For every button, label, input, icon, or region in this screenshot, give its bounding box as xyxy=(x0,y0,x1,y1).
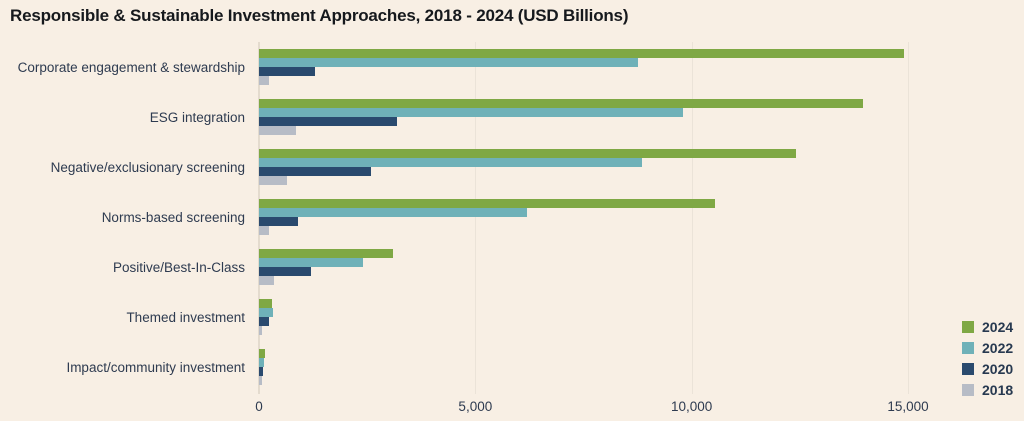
bar-2024 xyxy=(259,99,863,108)
legend-item-2018: 2018 xyxy=(962,379,1013,400)
x-axis-tick-label: 0 xyxy=(255,399,263,414)
bar-2020 xyxy=(259,317,270,326)
category-label: ESG integration xyxy=(149,109,245,125)
plot-area xyxy=(258,42,959,394)
bar-2024 xyxy=(259,199,716,208)
bar-2022 xyxy=(259,208,528,217)
x-axis-tick-labels: 0 5,000 10,000 15,000 xyxy=(255,399,959,417)
bar-2020 xyxy=(259,67,316,76)
legend-item-2022: 2022 xyxy=(962,337,1013,358)
bar-2020 xyxy=(259,217,298,226)
bar-2018 xyxy=(259,276,275,285)
category-label: Impact/community investment xyxy=(66,359,245,375)
bar-2020 xyxy=(259,367,264,376)
bar-2024 xyxy=(259,349,265,358)
gridline xyxy=(475,42,477,394)
legend-label: 2020 xyxy=(982,360,1014,377)
bar-2018 xyxy=(259,376,263,385)
category-label: Positive/Best-In-Class xyxy=(112,259,245,275)
bar-2024 xyxy=(259,49,904,58)
bar-2022 xyxy=(259,308,273,317)
bar-2018 xyxy=(259,226,270,235)
legend: 2024 2022 2020 2018 xyxy=(962,316,1013,400)
bar-2022 xyxy=(259,258,363,267)
legend-swatch-icon xyxy=(962,383,974,396)
bar-2024 xyxy=(259,249,394,258)
bar-2020 xyxy=(259,267,311,276)
bar-2018 xyxy=(259,326,262,335)
bar-2020 xyxy=(259,117,398,126)
x-axis-tick-label: 5,000 xyxy=(458,399,493,414)
bar-2022 xyxy=(259,108,683,117)
y-axis-category-labels: Corporate engagement & stewardship ESG in… xyxy=(0,42,245,392)
bar-2018 xyxy=(259,176,288,185)
bar-2018 xyxy=(259,76,269,85)
gridline xyxy=(908,42,909,394)
legend-swatch-icon xyxy=(962,341,974,354)
legend-swatch-icon xyxy=(962,362,974,375)
category-label: Corporate engagement & stewardship xyxy=(17,59,245,75)
legend-label: 2022 xyxy=(982,339,1014,356)
legend-swatch-icon xyxy=(962,320,974,333)
bar-2022 xyxy=(259,358,264,367)
legend-label: 2018 xyxy=(982,381,1014,398)
bar-2024 xyxy=(259,299,272,308)
bar-2022 xyxy=(259,58,638,67)
category-label: Themed investment xyxy=(126,309,245,325)
category-label: Norms-based screening xyxy=(101,209,245,225)
legend-label: 2024 xyxy=(982,318,1014,335)
chart-title: Responsible & Sustainable Investment App… xyxy=(10,6,629,25)
bar-2020 xyxy=(259,167,372,176)
x-axis-tick-label: 15,000 xyxy=(887,399,929,414)
x-axis-tick-label: 10,000 xyxy=(671,399,713,414)
gridline xyxy=(691,42,693,394)
bar-2024 xyxy=(259,149,796,158)
bar-2022 xyxy=(259,158,642,167)
legend-item-2020: 2020 xyxy=(962,358,1013,379)
bar-2018 xyxy=(259,126,296,135)
category-label: Negative/exclusionary screening xyxy=(50,159,245,175)
legend-item-2024: 2024 xyxy=(962,316,1013,337)
